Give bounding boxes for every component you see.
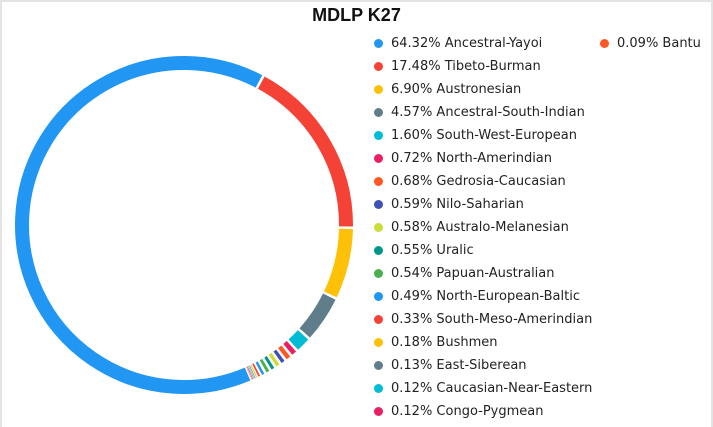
legend-item-australo-melanesian[interactable]: 0.58% Australo-Melanesian [374,216,592,239]
donut-slice-south-west-european [288,330,309,350]
legend-item-tibeto-burman[interactable]: 17.48% Tibeto-Burman [374,55,592,78]
legend-item-congo-pygmean[interactable]: 0.12% Congo-Pygmean [374,400,592,423]
legend-marker [374,269,383,278]
legend-label: 0.55% Uralic [391,243,474,258]
donut-slice-south-meso-amerindian [252,363,261,377]
legend-label: 0.18% Bushmen [391,335,498,350]
donut-slice-nilo-saharian [273,349,285,363]
legend-label: 0.68% Gedrosia-Caucasian [391,174,566,189]
legend-item-bushmen[interactable]: 0.18% Bushmen [374,331,592,354]
legend-marker [374,85,383,94]
legend-item-gedrosia-caucasian[interactable]: 0.68% Gedrosia-Caucasian [374,170,592,193]
legend-label: 0.58% Australo-Melanesian [391,220,569,235]
legend-label: 6.90% Austronesian [391,82,522,97]
chart-title: MDLP K27 [312,5,401,25]
legend-marker [374,39,383,48]
legend-label: 64.32% Ancestral-Yayoi [391,36,543,51]
window-top-border [0,0,713,2]
legend-item-uralic[interactable]: 0.55% Uralic [374,239,592,262]
legend-item-bantu[interactable]: 0.09% Bantu [600,32,701,55]
donut-slice-north-european-baltic [255,361,265,375]
legend-item-caucasian-near-eastern[interactable]: 0.12% Caucasian-Near-Eastern [374,377,592,400]
legend-item-austronesian[interactable]: 6.90% Austronesian [374,78,592,101]
donut-slice-ancestral-yayoi [15,56,263,394]
legend-label: 0.72% North-Amerindian [391,151,553,166]
legend-marker [374,407,383,416]
donut-slice-uralic [264,356,275,370]
legend-label: 1.60% South-West-European [391,128,577,143]
legend-marker [374,338,383,347]
legend-marker [374,292,383,301]
legend-label: 0.09% Bantu [617,36,701,51]
legend-label: 17.48% Tibeto-Burman [391,59,541,74]
legend-marker [374,315,383,324]
legend-item-east-siberean[interactable]: 0.13% East-Siberean [374,354,592,377]
legend-marker [374,200,383,209]
legend-item-ancestral-south-indian[interactable]: 4.57% Ancestral-South-Indian [374,101,592,124]
donut-slice-papuan-australian [259,358,270,373]
legend-marker [374,62,383,71]
legend-marker [374,108,383,117]
window-left-border [0,0,2,427]
legend-label: 0.12% Congo-Pygmean [391,404,544,419]
legend-item-south-west-european[interactable]: 1.60% South-West-European [374,124,592,147]
legend-column-2: 0.09% Bantu [600,32,701,55]
legend-marker [374,223,383,232]
legend-label: 4.57% Ancestral-South-Indian [391,105,585,120]
legend-label: 0.13% East-Siberean [391,358,527,373]
legend-item-ancestral-yayoi[interactable]: 64.32% Ancestral-Yayoi [374,32,592,55]
legend-marker [600,39,609,48]
legend-marker [374,177,383,186]
donut-slice-australo-melanesian [268,352,280,367]
donut-slice-austronesian [324,228,353,298]
legend-item-nilo-saharian[interactable]: 0.59% Nilo-Saharian [374,193,592,216]
donut-slice-tibeto-burman [257,76,353,227]
legend-marker [374,384,383,393]
donut-slice-gedrosia-caucasian [278,345,291,360]
legend-marker [374,131,383,140]
donut-slice-ancestral-south-indian [299,293,336,338]
legend-label: 0.49% North-European-Baltic [391,289,580,304]
legend-item-south-meso-amerindian[interactable]: 0.33% South-Meso-Amerindian [374,308,592,331]
legend-label: 0.12% Caucasian-Near-Eastern [391,381,593,396]
legend-marker [374,361,383,370]
donut-slice-north-amerindian [283,341,297,355]
legend-column-1: 64.32% Ancestral-Yayoi 17.48% Tibeto-Burm… [374,32,592,423]
legend-item-north-european-baltic[interactable]: 0.49% North-European-Baltic [374,285,592,308]
legend-label: 0.54% Papuan-Australian [391,266,555,281]
legend-marker [374,246,383,255]
window-right-border [711,0,713,427]
legend-label: 0.33% South-Meso-Amerindian [391,312,593,327]
legend-marker [374,154,383,163]
legend-item-north-amerindian[interactable]: 0.72% North-Amerindian [374,147,592,170]
legend-label: 0.59% Nilo-Saharian [391,197,524,212]
legend-item-papuan-australian[interactable]: 0.54% Papuan-Australian [374,262,592,285]
